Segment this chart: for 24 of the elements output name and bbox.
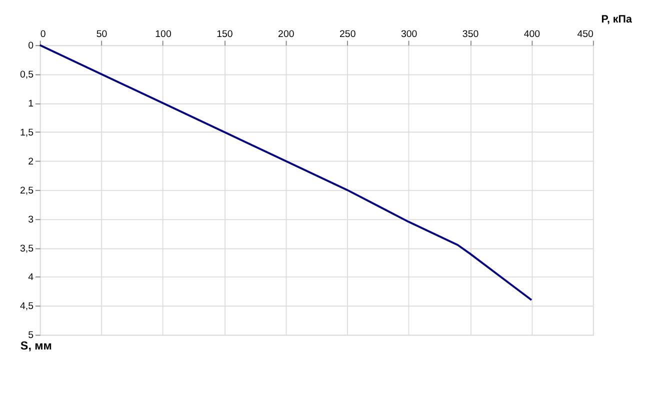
line-series (38, 44, 532, 301)
y-tick-label: 3,5 (20, 243, 34, 254)
y-tick-label: 1,5 (20, 127, 34, 138)
y-axis-title: S, мм (20, 339, 52, 352)
y-tick-label: 5 (28, 330, 34, 342)
x-tick-label: 0 (40, 28, 46, 40)
y-tick-label: 4,5 (20, 301, 34, 312)
x-tick-label: 250 (340, 28, 356, 40)
x-tick-label: 50 (96, 28, 108, 40)
x-tick-label: 400 (524, 28, 541, 40)
x-tick-label: 450 (577, 28, 594, 40)
y-tick-label: 3 (28, 214, 34, 226)
y-tick-label: 2,5 (20, 185, 34, 196)
x-tick-label: 150 (216, 28, 234, 40)
y-tick-label: 0 (28, 40, 34, 52)
x-axis-title: P, кПа (601, 13, 633, 26)
x-tick-label: 350 (462, 28, 480, 40)
y-tick-label: 2 (28, 156, 34, 168)
x-tick-label: 300 (400, 28, 418, 40)
y-tick-label: 0,5 (20, 69, 34, 80)
x-tick-label: 100 (155, 28, 172, 40)
y-tick-label: 1 (28, 98, 34, 110)
x-tick-label: 200 (278, 28, 295, 40)
y-tick-label: 4 (28, 272, 34, 284)
